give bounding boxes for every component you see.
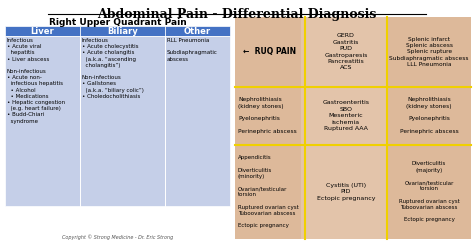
Text: Liver: Liver <box>31 26 55 35</box>
Text: Right Upper Quadrant Pain: Right Upper Quadrant Pain <box>49 18 186 27</box>
Text: Gastroenteritis
SBO
Mesenteric
ischemia
Ruptured AAA: Gastroenteritis SBO Mesenteric ischemia … <box>322 101 369 131</box>
FancyBboxPatch shape <box>165 26 230 36</box>
Text: Diverticulitis
(majority)

Ovarian/testicular
torsion

Ruptured ovarian cyst
Tub: Diverticulitis (majority) Ovarian/testic… <box>399 161 459 222</box>
Text: Infectious
• Acute viral
  hepatitis
• Liver abscess

Non-infectious
• Acute non: Infectious • Acute viral hepatitis • Liv… <box>7 38 65 124</box>
Text: Copyright © Strong Medicine - Dr. Eric Strong: Copyright © Strong Medicine - Dr. Eric S… <box>62 234 173 240</box>
FancyBboxPatch shape <box>80 26 165 36</box>
FancyBboxPatch shape <box>301 17 388 239</box>
FancyBboxPatch shape <box>5 36 80 206</box>
Text: RLL Pneumonia

Subdiaphragmatic
abscess: RLL Pneumonia Subdiaphragmatic abscess <box>167 38 218 61</box>
Text: Nephrolithiasis
(kidney stones)

Pyelonephritis

Perinephric abscess: Nephrolithiasis (kidney stones) Pyelonep… <box>238 97 297 134</box>
Text: Other: Other <box>184 26 211 35</box>
Text: Abdominal Pain - Differential Diagnosis: Abdominal Pain - Differential Diagnosis <box>97 8 377 21</box>
FancyBboxPatch shape <box>235 17 471 239</box>
FancyBboxPatch shape <box>5 26 80 36</box>
FancyBboxPatch shape <box>80 36 165 206</box>
Text: Splenic infarct
Splenic abscess
Splenic rupture
Subdiaphragmatic abscess
LLL Pne: Splenic infarct Splenic abscess Splenic … <box>389 37 469 67</box>
Text: Nephrolithiasis
(kidney stones)

Pyelonephritis

Perinephric abscess: Nephrolithiasis (kidney stones) Pyelonep… <box>400 97 458 134</box>
Text: Biliary: Biliary <box>107 26 138 35</box>
Text: Appendicitis

Diverticulitis
(minority)

Ovarian/testicular
torsion

Ruptured ov: Appendicitis Diverticulitis (minority) O… <box>238 155 299 228</box>
Text: Infectious
• Acute cholecystitis
• Acute cholangitis
  (a.k.a. “ascending
  chol: Infectious • Acute cholecystitis • Acute… <box>82 38 144 99</box>
Text: ←  RUQ PAIN: ← RUQ PAIN <box>243 47 296 56</box>
Text: Cystitis (UTI)
PID
Ectopic pregnancy: Cystitis (UTI) PID Ectopic pregnancy <box>317 183 375 201</box>
Text: GERD
Gastritis
PUD
Gastroparesis
Pancreatitis
ACS: GERD Gastritis PUD Gastroparesis Pancrea… <box>324 34 368 70</box>
FancyBboxPatch shape <box>165 36 230 206</box>
